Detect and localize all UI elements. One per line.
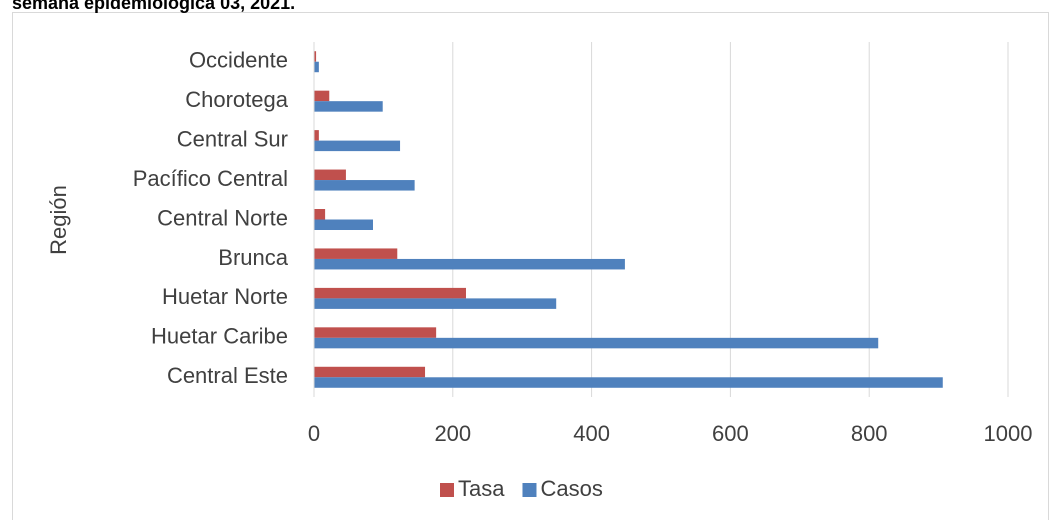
bar	[314, 101, 383, 112]
y-tick-label: Occidente	[189, 48, 288, 73]
x-tick-label: 200	[434, 421, 471, 446]
y-tick-label: Pacífico Central	[133, 166, 288, 191]
chart-title: semana epidemiológica 03, 2021.	[12, 0, 295, 13]
bar	[314, 377, 943, 388]
bar	[314, 130, 319, 141]
y-tick-label: Huetar Norte	[162, 284, 288, 309]
x-tick-label: 400	[573, 421, 610, 446]
bar	[314, 61, 319, 73]
legend-swatch	[440, 483, 454, 497]
y-tick-label: Brunca	[218, 245, 288, 270]
y-tick-label: Chorotega	[185, 87, 289, 112]
legend-label: Casos	[540, 476, 602, 501]
bar	[314, 209, 326, 220]
bar	[314, 337, 879, 349]
x-tick-label: 800	[851, 421, 888, 446]
y-axis-label: Región	[46, 185, 71, 255]
y-tick-label: Central Norte	[157, 205, 288, 230]
bar	[314, 219, 373, 230]
chart-frame	[12, 12, 1049, 520]
y-tick-label: Central Este	[167, 363, 288, 388]
bar	[314, 169, 346, 181]
bar	[314, 258, 625, 270]
legend-label: Tasa	[458, 476, 505, 501]
y-tick-label: Central Sur	[177, 126, 288, 151]
bar	[314, 248, 398, 259]
x-tick-label: 0	[308, 421, 320, 446]
bar	[314, 287, 466, 299]
bar	[314, 90, 330, 102]
bar	[314, 180, 415, 191]
x-tick-label: 1000	[984, 421, 1033, 446]
bar	[314, 298, 557, 309]
bar	[314, 327, 437, 338]
bar	[314, 51, 317, 62]
bar	[314, 140, 401, 152]
y-tick-label: Huetar Caribe	[151, 324, 288, 349]
bar	[314, 366, 426, 378]
legend-swatch	[522, 483, 537, 497]
x-tick-label: 600	[712, 421, 749, 446]
